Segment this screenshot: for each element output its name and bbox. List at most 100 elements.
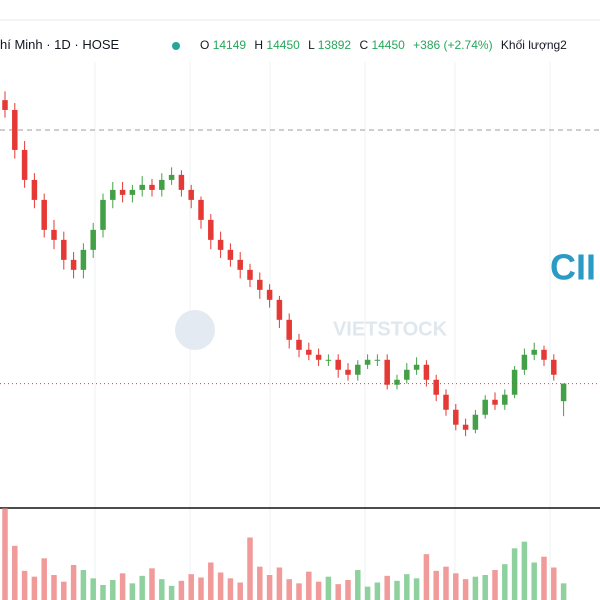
candle-body [325,359,332,361]
candle-body [413,364,420,370]
candle-body [198,199,204,220]
volume-bar [198,577,204,600]
candle-body [345,369,351,375]
candle-body [531,349,537,355]
candle-body [237,259,243,270]
candle-body [384,359,390,385]
volume-bar [374,582,381,600]
volume-bar [315,581,322,600]
candle-body [100,199,106,230]
candle-body [276,299,283,320]
volume-bar [443,566,449,600]
volume-bar [384,575,390,600]
candle-body [257,279,263,290]
candle-body [178,174,185,190]
candle-body [80,249,87,270]
candle-body [541,349,547,360]
candle-body [423,364,430,380]
volume-bar [217,572,224,600]
volume-bar [472,576,479,600]
volume-bar [178,580,185,600]
volume-bar [257,566,263,600]
volume-bar [129,583,136,600]
change: +386 (+2.74%) [413,38,492,52]
candle-body [266,289,273,300]
candle-body [149,184,155,190]
volume-bar [168,585,175,600]
volume-bar [208,562,214,600]
candle-body [472,414,479,430]
volume-bar [276,567,283,600]
candle-body [433,379,439,395]
volume-bar [21,570,28,600]
grid [94,60,551,600]
volume-bar [119,573,126,600]
volume-bar [296,583,302,600]
volume-bar [551,567,557,600]
volume-bar [413,578,420,600]
volume-bar [188,574,194,600]
volume-bar [2,508,8,600]
volume-bar [41,558,47,600]
volume-bar [237,582,243,600]
volume-bar [227,578,234,600]
volume-bar [335,584,341,600]
volume-bar [492,570,498,600]
candle-body [335,359,341,370]
candle-body [286,319,292,340]
candle-body [70,259,77,270]
volume-bar [541,556,547,600]
volume-bar [531,562,537,600]
volume-bar [404,574,410,600]
volume-bar [31,576,38,600]
status-dot [172,42,180,50]
candle-body [110,189,116,200]
volume-bar [462,579,469,600]
candle-body [482,399,488,415]
volume-bar [12,545,18,600]
volume-bar [100,585,106,600]
candle-body [12,109,18,150]
candle-body [188,189,194,200]
watermark: VIETSTOCK [333,318,448,340]
volume-bar [345,580,351,600]
volume-bar [266,575,273,600]
volume-bar [61,581,67,600]
candle-body [208,219,214,240]
candle-body [364,359,371,365]
o-label: O [200,38,209,52]
header-bg [0,28,600,62]
candle-body [247,269,253,280]
candle-body [355,364,361,375]
candle-body [511,369,518,395]
candle-body [492,399,498,405]
volume-bar [149,568,155,600]
candle-body [394,379,400,385]
volume-bar [80,570,87,600]
volume-bar [482,575,488,600]
ohlc: O 14149 H 14450 L 13892 C 14450 +386 (+2… [200,38,567,52]
h-value: 14450 [266,38,300,52]
l-value: 13892 [318,38,352,52]
c-label: C [359,38,368,52]
volume-bar [502,564,508,600]
price-pane [0,91,600,437]
volume-bar [453,573,459,600]
candle-body [21,149,28,180]
volume-label: Khối lượng2 [501,38,567,52]
candle-body [443,394,449,410]
volume-bar [139,575,145,600]
candle-body [453,409,459,425]
volume-bar [364,586,371,600]
volume-bar [70,565,77,600]
volume-bar [394,580,400,600]
candle-body [159,179,165,190]
candle-body [217,239,224,250]
candle-body [521,354,528,370]
volume-bar [355,570,361,600]
volume-bar [306,571,312,600]
candle-body [51,229,57,240]
candle-body [139,184,145,190]
candle-body [227,249,234,260]
header: hí Minh · 1D · HOSE [0,37,120,52]
